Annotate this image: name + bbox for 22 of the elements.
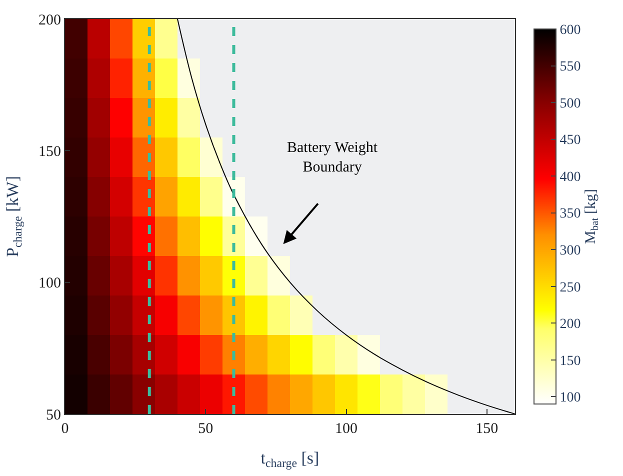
y-tick-label: 200: [38, 12, 61, 28]
x-tick-label: 50: [198, 421, 214, 437]
color-bar-label: 550: [560, 60, 581, 75]
x-tick-label: 150: [476, 421, 498, 437]
x-tick-label: 0: [61, 421, 69, 437]
x-axis-title: t$_{charge}$ [s]: [260, 448, 320, 470]
color-bar-label: 350: [560, 206, 581, 222]
y-tick-label: 50: [46, 407, 61, 424]
color-bar-label: 500: [560, 96, 581, 112]
x-tick-label: 100: [335, 421, 358, 437]
annotation: Battery Weight Boundary: [287, 140, 378, 176]
color-bar-label: 100: [560, 390, 581, 406]
color-bar-label: 300: [560, 243, 581, 258]
line-series: [177, 19, 515, 414]
color-bar-label: 400: [560, 170, 581, 185]
color-bar-label: 450: [560, 133, 581, 148]
color-bar-label: 200: [560, 317, 581, 332]
y-tick-label: 100: [38, 276, 61, 292]
color-bar-label: 600: [560, 22, 581, 38]
color-bar-label: 150: [560, 354, 581, 369]
color-bar-label: 250: [560, 280, 581, 296]
y-tick-label: 150: [38, 144, 61, 160]
